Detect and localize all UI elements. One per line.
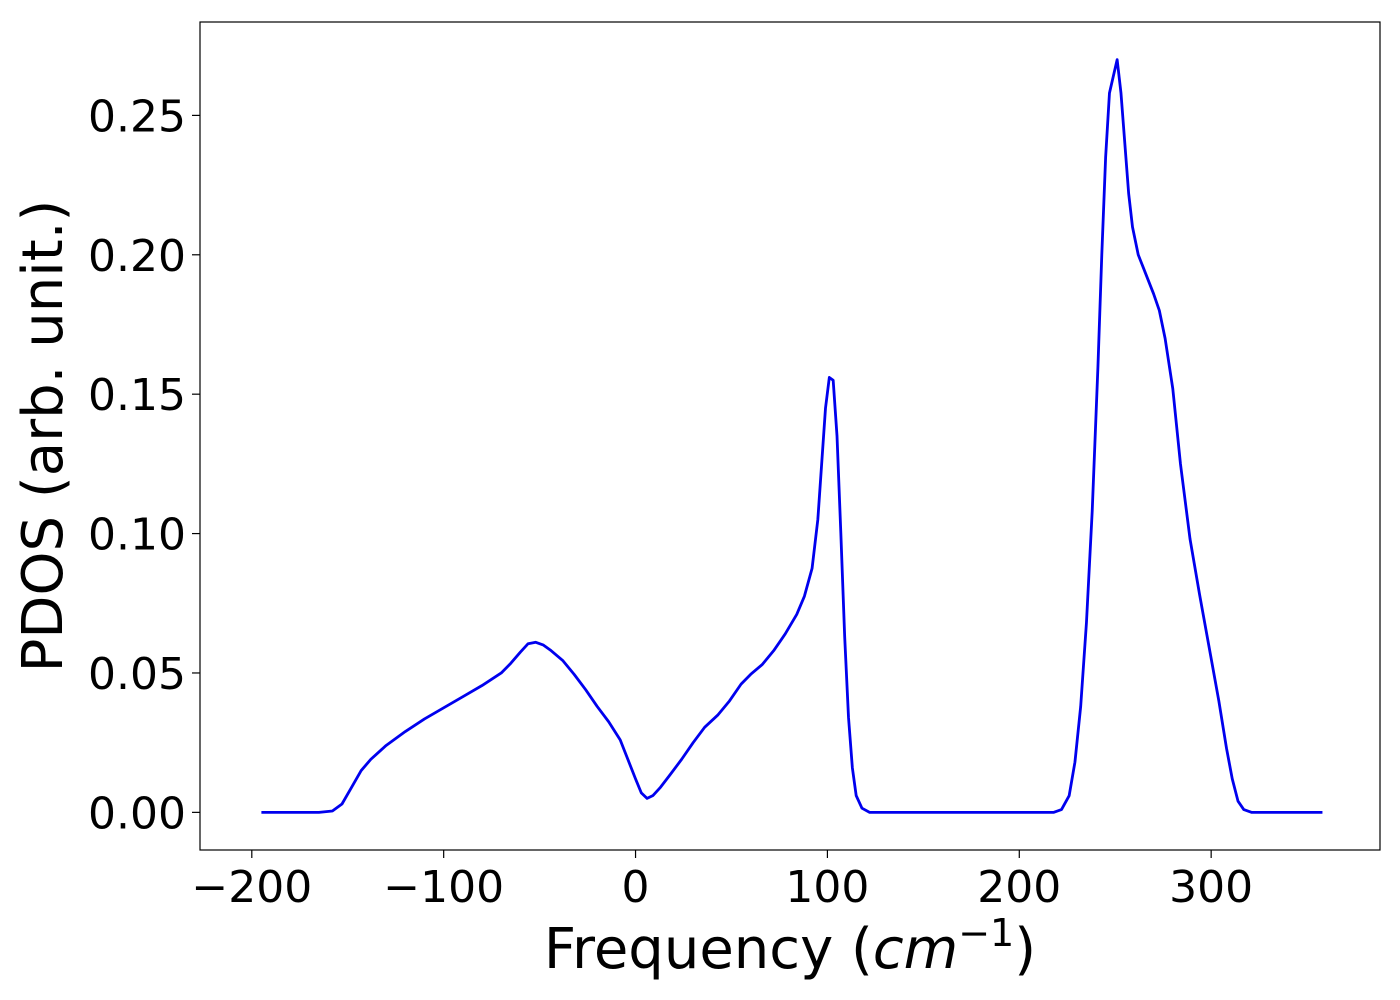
- y-tick-label: 0.20: [88, 231, 186, 282]
- y-tick-label: 0.15: [88, 370, 186, 421]
- x-tick-label: −100: [383, 862, 504, 913]
- x-tick-label: 300: [1169, 862, 1253, 913]
- y-axis: 0.00 0.05 0.10 0.15 0.20 0.25: [88, 91, 200, 839]
- x-tick-label: −200: [191, 862, 312, 913]
- y-tick-label: 0.10: [88, 510, 186, 561]
- pdos-series-line: [261, 58, 1323, 814]
- y-axis-label: PDOS (arb. unit.): [11, 200, 76, 673]
- y-tick-label: 0.05: [88, 649, 186, 700]
- x-tick-label: 0: [622, 862, 650, 913]
- y-tick-label: 0.25: [88, 91, 186, 142]
- x-axis-label: Frequency (cm−1): [544, 911, 1036, 982]
- x-axis: −200 −100 0 100 200 300: [191, 850, 1253, 913]
- x-tick-label: 100: [785, 862, 869, 913]
- y-tick-label: 0.00: [88, 788, 186, 839]
- plot-area: [199, 21, 1381, 851]
- x-tick-label: 200: [977, 862, 1061, 913]
